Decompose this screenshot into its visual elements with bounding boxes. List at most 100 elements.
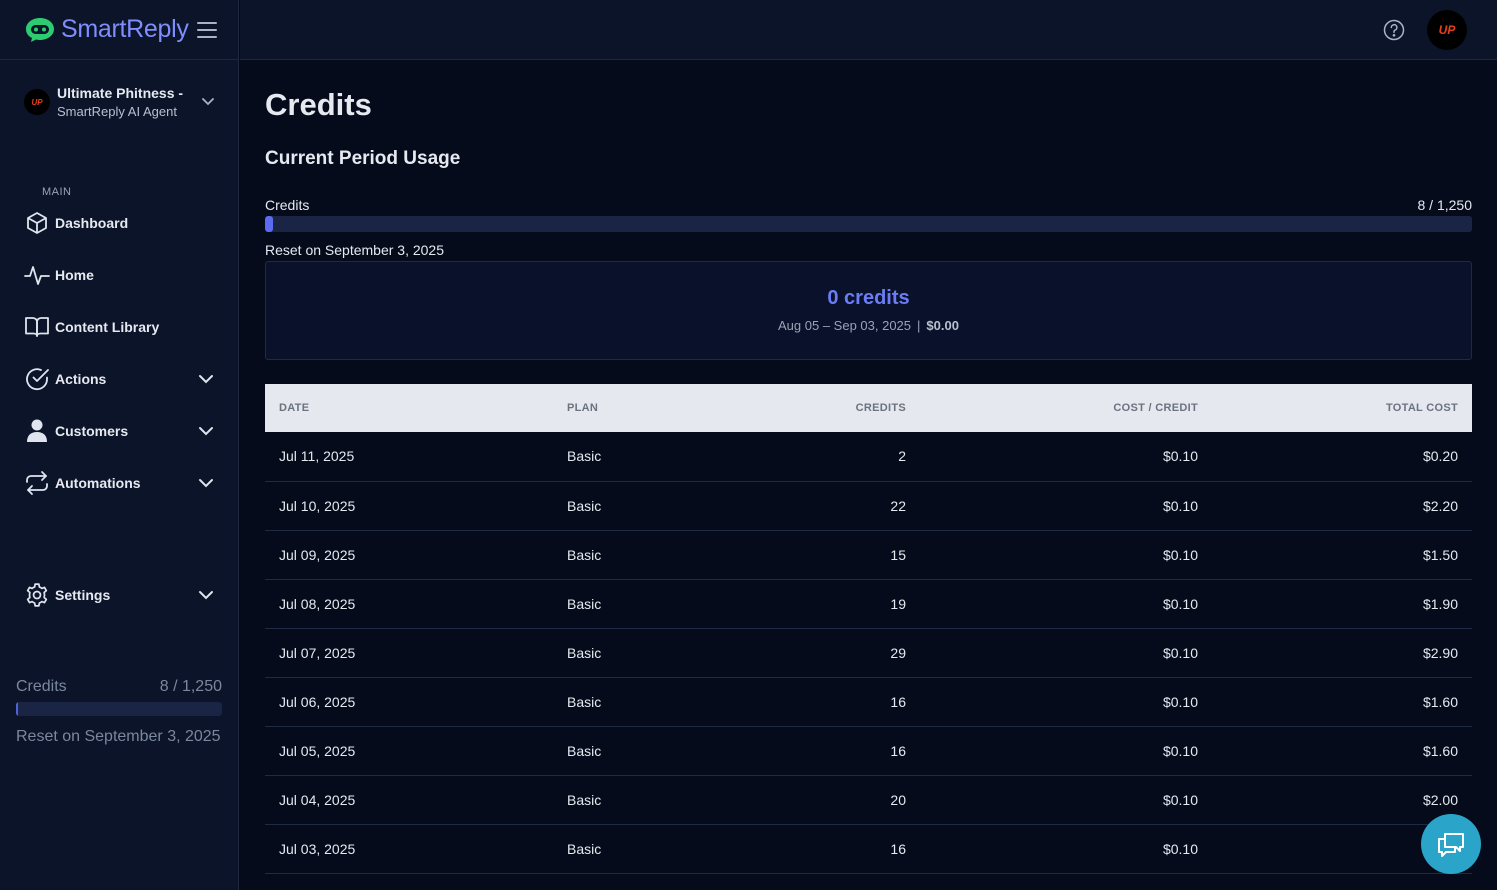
period-credits: 0 credits [827, 287, 910, 309]
sidebar: SmartReply UP Ultimate Phitness - SmartR… [0, 0, 239, 890]
section-title: Current Period Usage [265, 148, 461, 169]
usage-value: 8 / 1,250 [1417, 197, 1473, 213]
gear-icon [24, 582, 50, 608]
account-switcher[interactable]: UP Ultimate Phitness - SmartReply AI Age… [24, 80, 214, 124]
sidebar-item-customers[interactable]: Customers [24, 413, 214, 449]
cell-date: Jul 03, 2025 [279, 840, 356, 857]
table-row: Jul 04, 2025 Basic 20 $0.10 $2.00 [265, 775, 1472, 824]
cell-total-cost: $2.20 [1422, 497, 1458, 514]
cell-plan: Basic [567, 644, 602, 661]
table-row: Jul 03, 2025 Basic 16 $0.10 [265, 824, 1472, 873]
chevron-down-icon [199, 479, 213, 488]
cell-plan: Basic [567, 840, 602, 857]
table-row: Jul 05, 2025 Basic 16 $0.10 $1.60 [265, 726, 1472, 775]
column-header-cost-per-credit[interactable]: COST / CREDIT [1113, 402, 1198, 414]
cell-credits: 20 [890, 791, 906, 808]
sidebar-item-label: Automations [55, 475, 141, 491]
up-logo-icon: UP [31, 98, 43, 107]
table-header-row: DATE PLAN CREDITS COST / CREDIT TOTAL CO… [265, 384, 1472, 432]
chat-bot-logo-icon [26, 17, 54, 42]
cell-total-cost: $2.90 [1422, 644, 1458, 661]
cube-icon [24, 210, 50, 236]
cell-plan: Basic [567, 791, 602, 808]
sidebar-item-home[interactable]: Home [24, 257, 214, 293]
sidebar-credits-reset: Reset on September 3, 2025 [16, 728, 221, 745]
sidebar-item-settings[interactable]: Settings [24, 577, 214, 613]
period-summary-card: 0 credits Aug 05 – Sep 03, 2025 | $0.00 [265, 261, 1472, 360]
cell-total-cost: $1.90 [1422, 595, 1458, 612]
up-logo-icon: UP [1439, 23, 1457, 37]
column-header-plan[interactable]: PLAN [567, 402, 599, 414]
cell-cost-per-credit: $0.10 [1162, 644, 1198, 661]
table-row: Jul 06, 2025 Basic 16 $0.10 $1.60 [265, 677, 1472, 726]
sidebar-item-content-library[interactable]: Content Library [24, 309, 214, 345]
cell-credits: 16 [890, 693, 906, 710]
cell-cost-per-credit: $0.10 [1162, 497, 1198, 514]
brand-header: SmartReply [0, 0, 238, 60]
svg-text:UP: UP [31, 98, 43, 107]
column-header-total-cost[interactable]: TOTAL COST [1385, 402, 1458, 414]
usage-reset: Reset on September 3, 2025 [265, 242, 445, 258]
sidebar-item-label: Content Library [55, 319, 160, 335]
column-header-credits[interactable]: CREDITS [855, 402, 906, 414]
user-avatar[interactable]: UP [1427, 10, 1467, 50]
brand-name: SmartReply [61, 15, 189, 43]
cell-date: Jul 05, 2025 [279, 742, 356, 759]
cell-credits: 29 [890, 644, 906, 661]
cell-cost-per-credit: $0.10 [1162, 546, 1198, 563]
chevron-down-icon [202, 98, 214, 106]
sidebar-item-automations[interactable]: Automations [24, 465, 214, 501]
sidebar-credits-progress [16, 702, 222, 716]
cell-plan: Basic [567, 546, 602, 563]
cell-credits: 15 [890, 546, 906, 563]
top-bar: UP [240, 0, 1497, 60]
cell-plan: Basic [567, 497, 602, 514]
cell-credits: 2 [898, 448, 906, 465]
cell-cost-per-credit: $0.10 [1162, 742, 1198, 759]
cell-total-cost: $1.50 [1422, 546, 1458, 563]
cell-credits: 16 [890, 840, 906, 857]
usage-progress [265, 216, 1472, 232]
user-icon [24, 418, 50, 444]
cell-cost-per-credit: $0.10 [1162, 791, 1198, 808]
sidebar-item-label: Home [55, 267, 94, 283]
sidebar-item-dashboard[interactable]: Dashboard [24, 205, 214, 241]
cell-date: Jul 10, 2025 [279, 497, 356, 514]
table-row: Jul 10, 2025 Basic 22 $0.10 $2.20 [265, 481, 1472, 530]
sidebar-item-label: Actions [55, 371, 107, 387]
cell-date: Jul 11, 2025 [279, 448, 355, 465]
cell-cost-per-credit: $0.10 [1162, 693, 1198, 710]
table-row: Jul 11, 2025 Basic 2 $0.10 $0.20 [265, 432, 1472, 481]
sidebar-item-label: Dashboard [55, 215, 129, 231]
menu-toggle-icon[interactable] [196, 21, 217, 38]
cell-date: Jul 09, 2025 [279, 546, 356, 563]
usage-label: Credits [265, 197, 310, 213]
cell-total-cost: $1.60 [1422, 742, 1458, 759]
sidebar-item-actions[interactable]: Actions [24, 361, 214, 397]
book-icon [24, 314, 50, 340]
cell-date: Jul 07, 2025 [279, 644, 356, 661]
chat-bubbles-icon [1438, 833, 1464, 857]
usage-header: Credits 8 / 1,250 [265, 197, 1472, 213]
chat-support-button[interactable] [1421, 814, 1481, 874]
cell-credits: 22 [890, 497, 906, 514]
cell-date: Jul 08, 2025 [279, 595, 356, 612]
nav-section-label: MAIN [42, 186, 72, 198]
cell-cost-per-credit: $0.10 [1162, 595, 1198, 612]
sidebar-credits-label: Credits [16, 678, 67, 695]
column-header-date[interactable]: DATE [279, 402, 310, 414]
cell-date: Jul 04, 2025 [279, 791, 356, 808]
account-name: Ultimate Phitness - [57, 85, 184, 101]
activity-icon [24, 262, 50, 288]
account-subtitle: SmartReply AI Agent [57, 104, 177, 119]
cell-cost-per-credit: $0.10 [1162, 448, 1198, 465]
sidebar-item-label: Settings [55, 587, 111, 603]
help-icon[interactable] [1383, 19, 1405, 41]
cell-plan: Basic [567, 693, 602, 710]
period-cost: $0.00 [926, 318, 959, 333]
cell-credits: 16 [890, 742, 906, 759]
table-row: Jul 08, 2025 Basic 19 $0.10 $1.90 [265, 579, 1472, 628]
cell-total-cost: $0.20 [1422, 448, 1458, 465]
chevron-down-icon [199, 375, 213, 384]
cell-total-cost: $1.60 [1422, 693, 1458, 710]
